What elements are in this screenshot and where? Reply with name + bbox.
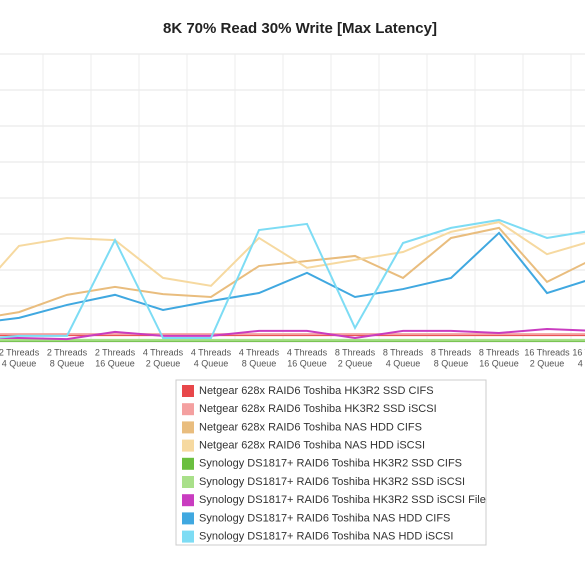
- legend-label: Synology DS1817+ RAID6 Toshiba NAS HDD i…: [199, 531, 453, 543]
- x-tick-label: 16 Queue: [95, 358, 135, 368]
- series-line: [0, 218, 585, 340]
- x-tick-label: 2 Threads: [0, 347, 40, 357]
- legend-swatch: [182, 476, 194, 488]
- legend-swatch: [182, 439, 194, 452]
- x-tick-label: 8 Threads: [383, 347, 424, 357]
- legend-swatch: [182, 530, 194, 543]
- legend-swatch: [182, 385, 194, 397]
- legend-swatch: [182, 421, 194, 434]
- legend-label: Synology DS1817+ RAID6 Toshiba HK3R2 SSD…: [199, 494, 486, 506]
- legend-label: Netgear 628x RAID6 Toshiba HK3R2 SSD CIF…: [199, 385, 434, 397]
- legend-label: Netgear 628x RAID6 Toshiba NAS HDD CIFS: [199, 421, 422, 433]
- series-line: [0, 226, 585, 317]
- x-tick-label: 2 Queue: [146, 358, 181, 368]
- x-tick-label: 2 Queue: [338, 358, 373, 368]
- legend-label: Synology DS1817+ RAID6 Toshiba HK3R2 SSD…: [199, 458, 462, 470]
- legend-label: Synology DS1817+ RAID6 Toshiba HK3R2 SSD…: [199, 476, 465, 488]
- x-tick-label: 16 Queue: [287, 358, 327, 368]
- x-tick-label: 4 Threads: [191, 347, 232, 357]
- legend-swatch: [182, 494, 194, 507]
- x-tick-label: 4 Threads: [287, 347, 328, 357]
- x-tick-label: 4 Queue: [194, 358, 229, 368]
- x-tick-label: 2 Threads: [95, 347, 136, 357]
- legend-swatch: [182, 403, 194, 416]
- x-tick-label: 16 Threads: [572, 347, 585, 357]
- x-tick-label: 8 Threads: [479, 347, 520, 357]
- x-tick-label: 8 Threads: [431, 347, 472, 357]
- x-tick-label: 2 Threads: [47, 347, 88, 357]
- x-tick-label: 8 Queue: [242, 358, 277, 368]
- series-line: [0, 328, 585, 341]
- legend-box: [175, 379, 487, 546]
- x-tick-label: 8 Queue: [50, 358, 85, 368]
- x-tick-label: 16 Threads: [524, 347, 570, 357]
- legend-swatch: [182, 512, 194, 525]
- x-tick-label: 4 Queue: [578, 358, 585, 368]
- chart-title: 8K 70% Read 30% Write [Max Latency]: [163, 20, 437, 37]
- x-tick-label: 16 Queue: [479, 358, 519, 368]
- legend-label: Synology DS1817+ RAID6 Toshiba NAS HDD C…: [199, 512, 450, 524]
- series-line: [0, 231, 585, 322]
- x-tick-label: 8 Queue: [434, 358, 469, 368]
- legend-label: Netgear 628x RAID6 Toshiba NAS HDD iSCSI: [199, 440, 425, 452]
- x-tick-label: 4 Threads: [239, 347, 280, 357]
- x-tick-label: 4 Queue: [386, 358, 421, 368]
- x-tick-label: 4 Queue: [2, 358, 37, 368]
- x-tick-label: 4 Threads: [143, 347, 184, 357]
- legend-swatch: [182, 457, 194, 470]
- x-tick-label: 2 Queue: [530, 358, 565, 368]
- series-line: [0, 221, 585, 287]
- legend-label: Netgear 628x RAID6 Toshiba HK3R2 SSD iSC…: [199, 403, 437, 415]
- x-tick-label: 8 Threads: [335, 347, 376, 357]
